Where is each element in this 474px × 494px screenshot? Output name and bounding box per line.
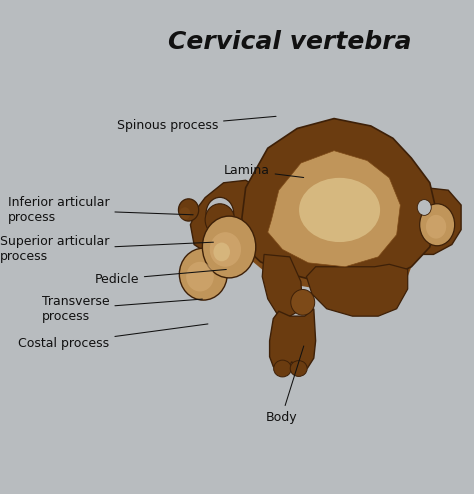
Ellipse shape xyxy=(417,200,431,215)
Polygon shape xyxy=(191,180,264,254)
Ellipse shape xyxy=(273,360,292,377)
Polygon shape xyxy=(268,151,401,267)
Polygon shape xyxy=(306,264,408,316)
Text: Superior articular
process: Superior articular process xyxy=(0,236,213,263)
Ellipse shape xyxy=(210,232,241,267)
Ellipse shape xyxy=(291,289,315,315)
Text: Transverse
process: Transverse process xyxy=(42,295,202,323)
Polygon shape xyxy=(401,188,461,254)
Ellipse shape xyxy=(299,178,380,242)
Text: Costal process: Costal process xyxy=(18,324,208,350)
Text: Lamina: Lamina xyxy=(224,164,304,177)
Ellipse shape xyxy=(206,198,234,230)
Polygon shape xyxy=(270,309,316,371)
Ellipse shape xyxy=(290,361,307,376)
Polygon shape xyxy=(262,254,303,316)
Ellipse shape xyxy=(213,243,230,261)
Ellipse shape xyxy=(179,207,191,220)
Polygon shape xyxy=(246,237,415,291)
Text: Cervical vertebra: Cervical vertebra xyxy=(168,30,411,54)
Text: Body: Body xyxy=(265,346,304,424)
Ellipse shape xyxy=(186,262,214,291)
Ellipse shape xyxy=(202,216,256,278)
Ellipse shape xyxy=(419,204,455,246)
Text: Inferior articular
process: Inferior articular process xyxy=(8,196,193,224)
Text: Spinous process: Spinous process xyxy=(117,116,276,132)
Ellipse shape xyxy=(179,248,227,300)
Text: Pedicle: Pedicle xyxy=(94,269,226,286)
Ellipse shape xyxy=(205,204,235,236)
Polygon shape xyxy=(242,119,437,284)
Ellipse shape xyxy=(178,199,199,221)
Ellipse shape xyxy=(426,215,446,239)
